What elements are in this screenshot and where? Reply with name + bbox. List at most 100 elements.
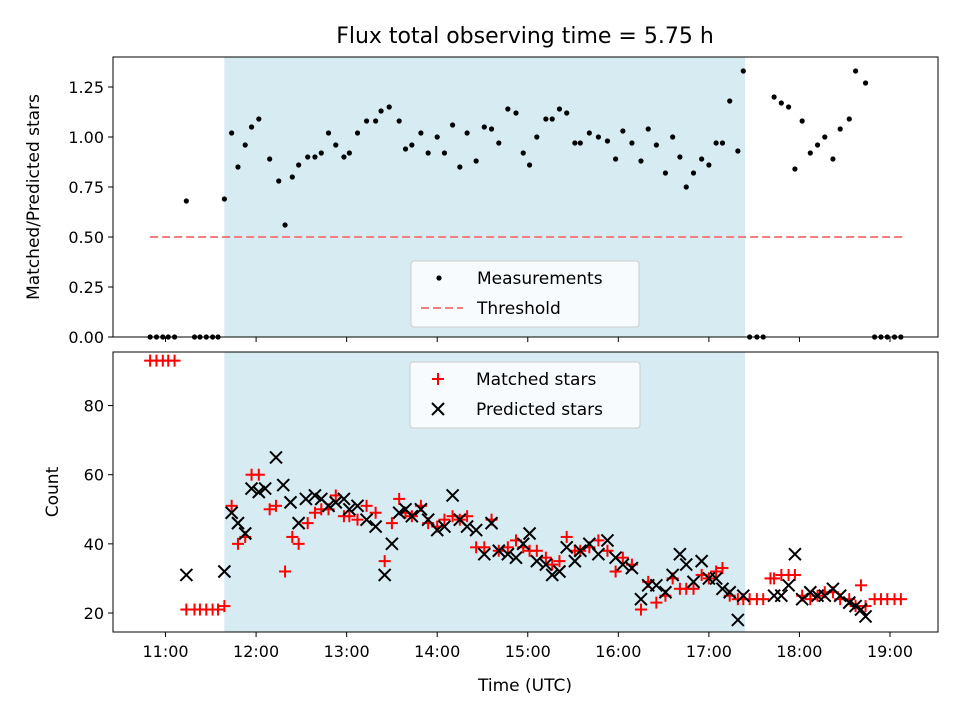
predicted-star-point (600, 533, 615, 548)
predicted-star-point (321, 499, 336, 513)
predicted-star-point (709, 571, 723, 586)
measurement-point (740, 68, 746, 74)
y-tick-label: 0.50 (68, 228, 104, 247)
measurement-point (333, 142, 339, 148)
measurement-point (677, 154, 683, 160)
matched-star-point (292, 537, 305, 550)
measurement-point (473, 158, 479, 164)
marker-stroke (736, 588, 751, 603)
legend-marker-measurements (436, 275, 442, 281)
matched-star-point (788, 568, 801, 581)
predicted-star-point (377, 568, 392, 582)
predicted-star-point (224, 506, 239, 520)
matched-star-point (369, 506, 382, 519)
marker-stroke (509, 550, 523, 565)
predicted-star-point (179, 568, 194, 582)
x-tick-label: 13:00 (324, 642, 370, 661)
marker-stroke (321, 499, 336, 513)
marker-stroke (437, 519, 452, 534)
predicted-star-point (833, 588, 847, 603)
legend-marker-predicted (431, 402, 445, 416)
matched-star-point (687, 582, 700, 595)
measurement-point (409, 142, 415, 148)
predicted-star-point (258, 481, 272, 496)
marker-stroke (694, 554, 709, 568)
measurement-point (807, 150, 813, 156)
predicted-star-point (405, 509, 419, 523)
predicted-star-point (679, 557, 693, 572)
marker-stroke (522, 526, 537, 541)
matched-star-point (768, 572, 781, 585)
bottom-y-ticks: 20 40 60 80 (84, 397, 113, 623)
legend-label: Predicted stars (476, 400, 603, 420)
marker-stroke (530, 554, 544, 568)
marker-stroke (269, 450, 283, 465)
x-tick-label: 14:00 (414, 642, 460, 661)
matched-star-point (218, 600, 231, 613)
marker-stroke (359, 512, 374, 527)
marker-stroke (224, 506, 239, 520)
measurement-point (312, 154, 318, 160)
marker-stroke (833, 588, 847, 603)
measurement-point (526, 162, 533, 168)
matched-star-point (716, 562, 729, 575)
measurement-point (814, 142, 821, 148)
matched-star-point (553, 555, 566, 568)
measurement-point (713, 140, 719, 146)
marker-stroke (342, 502, 357, 516)
predicted-star-point (665, 568, 680, 582)
measurement-point (276, 178, 282, 184)
predicted-star-point (359, 512, 374, 527)
predicted-star-point (445, 488, 460, 503)
predicted-star-point (573, 544, 587, 558)
y-tick-label: 1.00 (68, 128, 104, 147)
x-tick-label: 19:00 (867, 642, 913, 661)
y-tick-label: 1.25 (68, 78, 104, 97)
predicted-star-point (559, 540, 574, 555)
matched-star-point (894, 593, 907, 606)
matched-star-point (385, 517, 398, 530)
legend-box (409, 361, 641, 429)
predicted-star-point (858, 609, 873, 624)
measurement-point (846, 116, 852, 122)
bottom-x-ticks: 11:00 12:00 13:00 14:00 15:00 16:00 17:00 18:00… (142, 632, 913, 661)
predicted-star-point (350, 499, 365, 513)
measurement-point (248, 124, 255, 130)
predicted-star-point (460, 519, 474, 534)
marker-stroke (608, 550, 623, 565)
predicted-star-point (430, 523, 444, 537)
marker-stroke (803, 585, 818, 599)
predicted-star-point (731, 613, 745, 627)
matched-star-point (252, 468, 265, 481)
marker-stroke (686, 575, 701, 589)
predicted-star-point (522, 526, 537, 541)
marker-stroke (258, 481, 272, 496)
measurement-point (505, 106, 511, 112)
predicted-star-point (238, 526, 252, 541)
predicted-star-point (368, 519, 383, 534)
measurement-point (653, 142, 659, 148)
measurement-point (418, 130, 424, 136)
matched-star-point (301, 517, 314, 530)
marker-stroke (679, 557, 693, 572)
measurement-point (318, 150, 324, 156)
measurement-point (670, 134, 676, 140)
measurement-point (449, 122, 456, 128)
predicted-star-point (492, 544, 506, 558)
matched-star-point (360, 499, 373, 512)
measurement-point (229, 130, 235, 136)
measurement-point (549, 116, 555, 122)
marker-stroke (430, 523, 444, 537)
measurement-point (289, 174, 295, 180)
matched-star-point (592, 534, 605, 547)
measurement-point (441, 150, 448, 156)
marker-stroke (238, 526, 252, 541)
marker-stroke (421, 512, 435, 527)
marker-stroke (634, 592, 648, 606)
predicted-star-point (252, 485, 266, 499)
marker-stroke (568, 554, 582, 568)
marker-stroke (858, 609, 873, 624)
y-tick-label: 60 (84, 466, 104, 485)
marker-stroke (484, 516, 499, 530)
matched-star-point (609, 565, 622, 578)
